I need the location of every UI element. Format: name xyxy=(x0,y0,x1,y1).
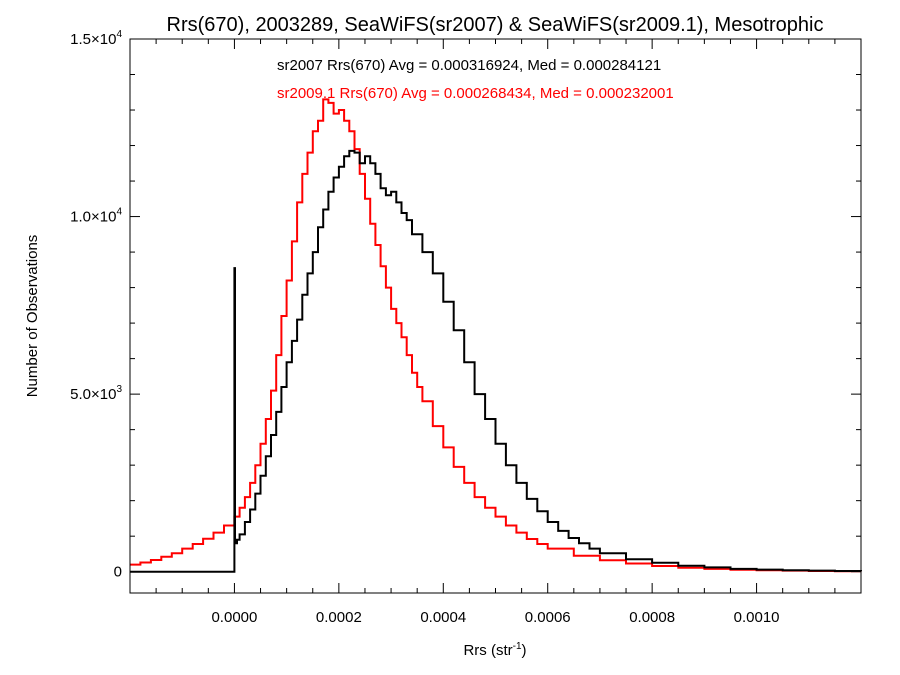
y-axis-label: Number of Observations xyxy=(24,235,41,398)
x-tick-label: 0.0000 xyxy=(211,609,257,626)
y-tick-label: 1.0×104 xyxy=(70,207,122,226)
x-tick-label: 0.0002 xyxy=(316,609,362,626)
x-axis-label-sup: -1 xyxy=(513,641,522,652)
annotation-sr2007: sr2007 Rrs(670) Avg = 0.000316924, Med =… xyxy=(277,57,661,74)
y-tick-label: 5.0×103 xyxy=(70,384,122,403)
y-tick-label: 0 xyxy=(114,564,122,581)
x-axis-label-main: Rrs (str xyxy=(463,642,512,659)
x-tick-label: 0.0004 xyxy=(420,609,466,626)
chart-title: Rrs(670), 2003289, SeaWiFS(sr2007) & Sea… xyxy=(167,14,824,36)
annotation-sr2009: sr2009.1 Rrs(670) Avg = 0.000268434, Med… xyxy=(277,85,674,102)
series-line-sr2009 xyxy=(130,98,862,573)
x-axis-label-close: ) xyxy=(522,642,527,659)
y-tick-label: 1.5×104 xyxy=(70,29,122,48)
series-line-sr2007 xyxy=(130,149,862,573)
x-axis-label: Rrs (str-1) xyxy=(463,641,526,659)
x-tick-label: 0.0010 xyxy=(734,609,780,626)
x-tick-label: 0.0008 xyxy=(629,609,675,626)
x-tick-label: 0.0006 xyxy=(525,609,571,626)
